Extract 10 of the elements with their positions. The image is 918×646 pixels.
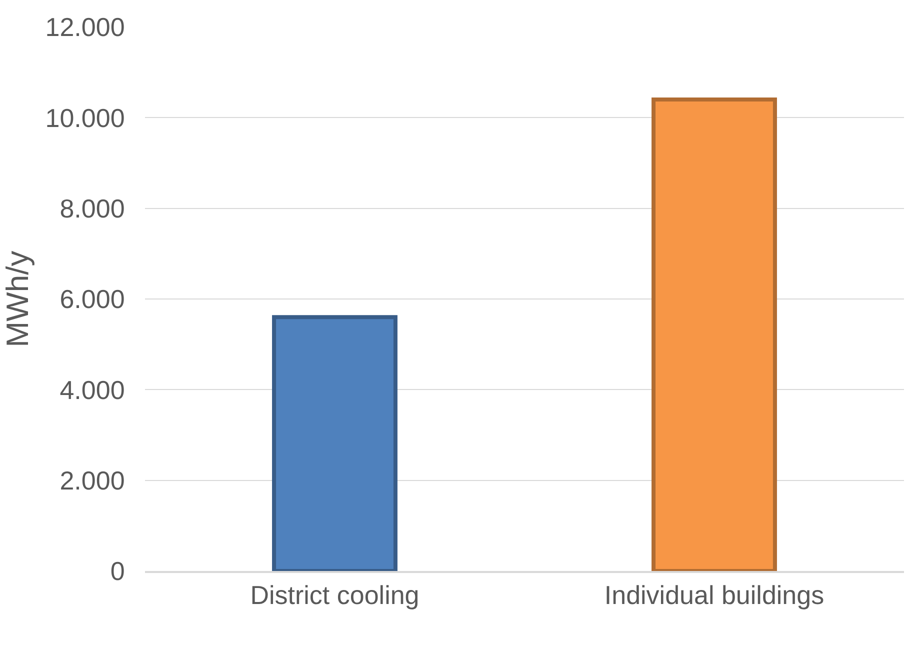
y-tick-label: 10.000 (45, 102, 125, 133)
y-tick-label: 8.000 (60, 193, 125, 224)
y-tick-label: 6.000 (60, 284, 125, 314)
x-tick-label: District cooling (250, 580, 420, 610)
y-tick-label: 2.000 (60, 465, 125, 496)
y-tick-label: 12.000 (45, 12, 125, 42)
y-axis-title: MWh/y (0, 250, 35, 348)
y-tick-label: 0 (110, 556, 125, 586)
y-tick-label: 4.000 (60, 374, 125, 405)
x-tick-label: Individual buildings (604, 580, 824, 610)
